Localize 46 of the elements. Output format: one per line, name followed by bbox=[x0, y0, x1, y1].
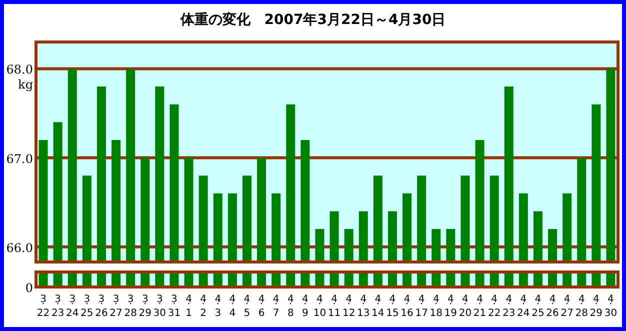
x-tick-label: 4·2 bbox=[200, 294, 207, 319]
x-tick-label: 4·6 bbox=[258, 294, 265, 319]
x-tick-label: 4·8 bbox=[287, 294, 294, 319]
x-tick-label: 4·5 bbox=[244, 294, 250, 319]
x-tick-label: 4·3 bbox=[214, 294, 222, 319]
x-tick-label: 3·27 bbox=[110, 294, 122, 319]
x-tick-label: 4·25 bbox=[532, 294, 544, 319]
x-tick-label: 4·19 bbox=[444, 294, 458, 319]
x-tick-label: 4·17 bbox=[415, 294, 428, 319]
x-tick-label: 4·27 bbox=[560, 294, 574, 319]
x-tick-label: 3·30 bbox=[153, 294, 166, 319]
x-tick-label: 4·24 bbox=[517, 294, 530, 319]
y-tick-label: 66.0 bbox=[6, 240, 33, 255]
x-tick-label: 4·1 bbox=[186, 294, 192, 319]
y-tick-label: 67.0 bbox=[6, 152, 33, 166]
x-tick-label: 4·22 bbox=[488, 294, 501, 319]
x-tick-label: 4·18 bbox=[430, 294, 442, 319]
x-tick-label: 4·12 bbox=[342, 294, 356, 319]
y-axis-title: kg bbox=[18, 78, 34, 92]
x-tick-label: 4·10 bbox=[313, 294, 326, 319]
x-tick-label: 4·23 bbox=[502, 294, 516, 319]
x-tick-label: 4·20 bbox=[458, 294, 472, 319]
x-tick-label: 4·21 bbox=[473, 294, 486, 319]
x-tick-label: 4·16 bbox=[400, 294, 414, 319]
x-tick-label: 4·14 bbox=[372, 294, 384, 319]
x-tick-label: 3·23 bbox=[51, 294, 64, 319]
x-tick-label: 3·29 bbox=[138, 294, 152, 319]
x-tick-label: 4·15 bbox=[386, 294, 399, 319]
x-tick-label: 3·28 bbox=[124, 294, 137, 319]
x-tick-label: 3·31 bbox=[168, 294, 181, 319]
x-tick-label: 4·9 bbox=[302, 294, 308, 319]
x-tick-label: 4·29 bbox=[590, 294, 603, 319]
x-tick-label: 4·13 bbox=[357, 294, 370, 319]
x-tick-label: 3·26 bbox=[95, 294, 108, 319]
x-tick-label: 3·25 bbox=[80, 294, 94, 319]
x-tick-label: 3·22 bbox=[36, 294, 50, 319]
text: 0 bbox=[25, 281, 33, 295]
x-tick-label: 4·30 bbox=[604, 294, 618, 319]
x-tick-label: 4·7 bbox=[272, 294, 280, 319]
x-tick-label: 4·4 bbox=[229, 294, 236, 319]
x-tick-label: 4·28 bbox=[575, 294, 588, 319]
x-tick-label: 4·26 bbox=[546, 294, 559, 319]
x-tick-label: 4·11 bbox=[328, 294, 341, 319]
y-tick-label: 68.0 bbox=[6, 62, 33, 77]
x-tick-label: 3·24 bbox=[66, 294, 79, 319]
chart-title: 体重の変化 2007年3月22日～4月30日 bbox=[179, 11, 446, 28]
